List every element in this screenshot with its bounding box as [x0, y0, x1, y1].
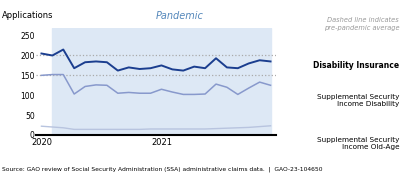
Text: Applications: Applications — [2, 11, 54, 20]
Text: Pandemic: Pandemic — [156, 11, 204, 21]
Text: Dashed line indicates
pre-pandemic average: Dashed line indicates pre-pandemic avera… — [324, 17, 399, 31]
Text: Source: GAO review of Social Security Administration (SSA) administrative claims: Source: GAO review of Social Security Ad… — [2, 167, 322, 172]
Text: Disability Insurance: Disability Insurance — [313, 61, 399, 70]
Bar — [52, 28, 270, 135]
Text: Supplemental Security
Income Disability: Supplemental Security Income Disability — [317, 94, 399, 107]
Text: Supplemental Security
Income Old-Age: Supplemental Security Income Old-Age — [317, 137, 399, 150]
